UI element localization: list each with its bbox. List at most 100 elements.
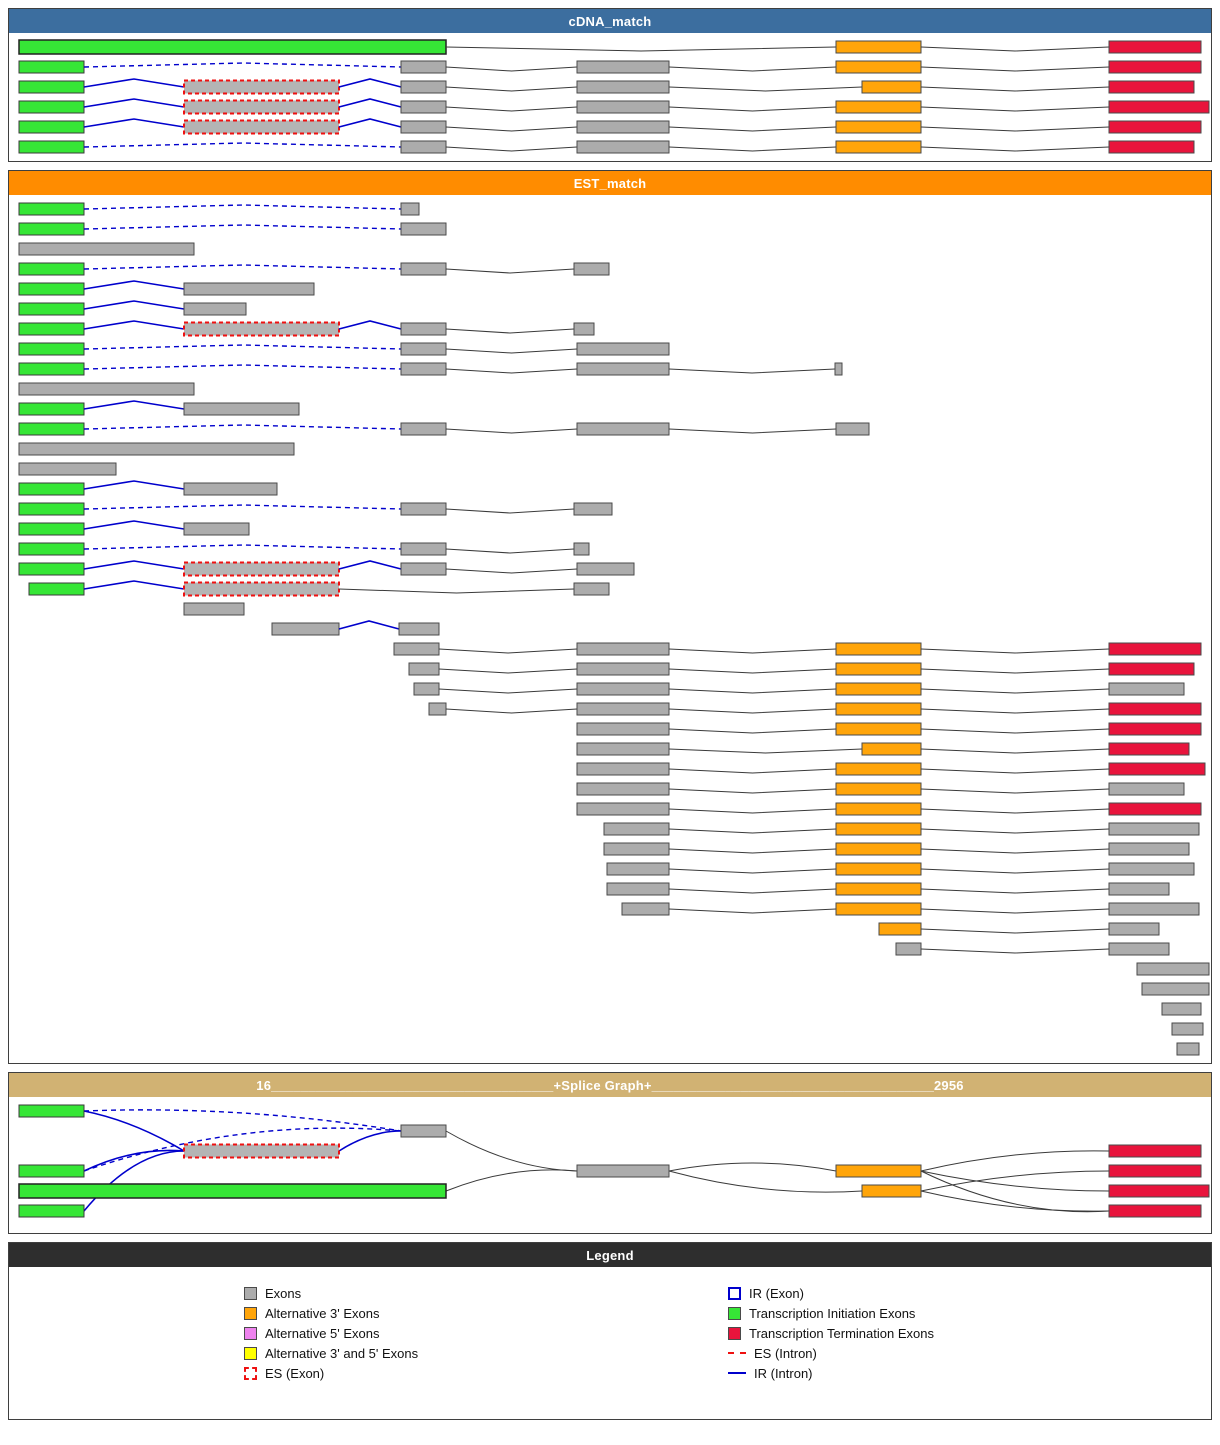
est-match-title: EST_match xyxy=(573,175,647,191)
exon-green xyxy=(18,322,85,336)
splice-arc-bk xyxy=(920,1170,1110,1192)
exon-red xyxy=(1108,1184,1210,1198)
cdna-match-panel: cDNA_match xyxy=(8,8,1212,162)
exon-red xyxy=(1108,1204,1202,1218)
exon-green xyxy=(18,422,85,436)
exon-orange xyxy=(861,1184,922,1198)
legend-item-label: ES (Intron) xyxy=(754,1345,817,1361)
intron-bk xyxy=(438,648,578,654)
intron-bk xyxy=(445,348,578,354)
splice-arc-bk xyxy=(445,1169,578,1192)
intron-bl xyxy=(338,78,402,88)
exon-gray xyxy=(606,882,670,896)
intron-bl xyxy=(83,580,185,590)
intron-bk xyxy=(668,848,837,854)
cdna-match-header: cDNA_match xyxy=(9,9,1211,33)
exon-gray xyxy=(400,60,447,74)
intron-bk xyxy=(668,868,837,874)
exon-gray xyxy=(1108,822,1200,836)
exon-green xyxy=(18,120,85,134)
exon-gray xyxy=(576,1164,670,1178)
exon-gray xyxy=(576,562,635,576)
intron-bk xyxy=(445,146,578,152)
exon-orange xyxy=(835,60,922,74)
exon-green xyxy=(18,402,85,416)
legend-body: Exons Alternative 3' Exons Alternative 5' … xyxy=(9,1267,1211,1419)
intron-bd xyxy=(83,224,402,230)
exon-gray xyxy=(603,822,670,836)
intron-bk xyxy=(668,368,836,374)
intron-bk xyxy=(668,648,837,654)
exon-gray xyxy=(400,100,447,114)
intron-bk xyxy=(445,46,837,52)
exon-gray xyxy=(834,362,843,376)
legend-item-label: IR (Intron) xyxy=(754,1365,813,1381)
exon-orange xyxy=(878,922,922,936)
exon-orange xyxy=(835,40,922,54)
intron-bk xyxy=(445,428,578,434)
intron-bk xyxy=(445,568,578,574)
exon-gray xyxy=(576,702,670,716)
splice-graph-header: 16______________________________________… xyxy=(9,1073,1211,1097)
exon-gray xyxy=(183,522,250,536)
exon-es xyxy=(183,321,340,337)
exon-gray xyxy=(18,242,195,256)
intron-bl xyxy=(83,78,185,88)
exon-orange xyxy=(835,862,922,876)
intron-bk xyxy=(920,828,1110,834)
exon-red xyxy=(1108,80,1195,94)
intron-bk xyxy=(920,66,1110,72)
exon-es xyxy=(183,99,340,115)
exon-gray xyxy=(1108,882,1170,896)
legend-swatch-box xyxy=(728,1326,741,1340)
exon-green xyxy=(18,222,85,236)
exon-green xyxy=(18,1104,85,1118)
intron-bk xyxy=(668,808,837,814)
intron-bk xyxy=(920,46,1110,52)
intron-bl xyxy=(83,300,185,310)
exon-gray xyxy=(1171,1022,1204,1036)
exon-es xyxy=(183,581,340,597)
splice-arc-bl xyxy=(338,1130,402,1152)
legend-swatch-line xyxy=(728,1372,746,1374)
intron-bk xyxy=(668,708,837,714)
exon-red xyxy=(1108,802,1202,816)
exon-gray xyxy=(835,422,870,436)
exon-orange xyxy=(835,822,922,836)
exon-gray xyxy=(576,682,670,696)
intron-bk xyxy=(668,728,837,734)
cdna-body-svg xyxy=(18,39,1210,154)
splice-graph-svg xyxy=(18,1104,1210,1218)
legend-column-left: Exons Alternative 3' Exons Alternative 5' … xyxy=(244,1283,418,1383)
exon-gray xyxy=(576,100,670,114)
legend-swatch-line xyxy=(728,1352,746,1354)
intron-bd xyxy=(83,62,402,68)
exon-gray xyxy=(400,222,447,236)
exon-gray xyxy=(576,742,670,756)
exon-red xyxy=(1108,642,1202,656)
intron-bk xyxy=(668,768,837,774)
exon-orange xyxy=(835,702,922,716)
intron-bd xyxy=(83,504,402,510)
exon-gray xyxy=(603,842,670,856)
intron-bd xyxy=(83,424,402,430)
intron-bl xyxy=(338,118,402,128)
intron-bl xyxy=(83,480,185,490)
legend-item: Exons xyxy=(244,1283,418,1303)
intron-bl xyxy=(338,320,402,330)
exon-green xyxy=(18,302,85,316)
legend-item-label: Alternative 3' and 5' Exons xyxy=(265,1345,419,1361)
legend-item: Transcription Initiation Exons xyxy=(728,1303,934,1323)
exon-gray xyxy=(573,582,610,596)
legend-item-label: ES (Exon) xyxy=(265,1365,325,1381)
intron-bk xyxy=(445,508,575,514)
exon-orange xyxy=(861,742,922,756)
intron-bk xyxy=(920,86,1110,92)
legend-column-right: IR (Exon) Transcription Initiation Exons T… xyxy=(728,1283,934,1383)
exon-gray xyxy=(576,782,670,796)
legend-item-label: IR (Exon) xyxy=(749,1285,804,1301)
splice-arc-bl xyxy=(83,1110,185,1152)
exon-orange xyxy=(835,682,922,696)
splice-arc-bd xyxy=(83,1127,402,1172)
intron-bk xyxy=(668,888,837,894)
